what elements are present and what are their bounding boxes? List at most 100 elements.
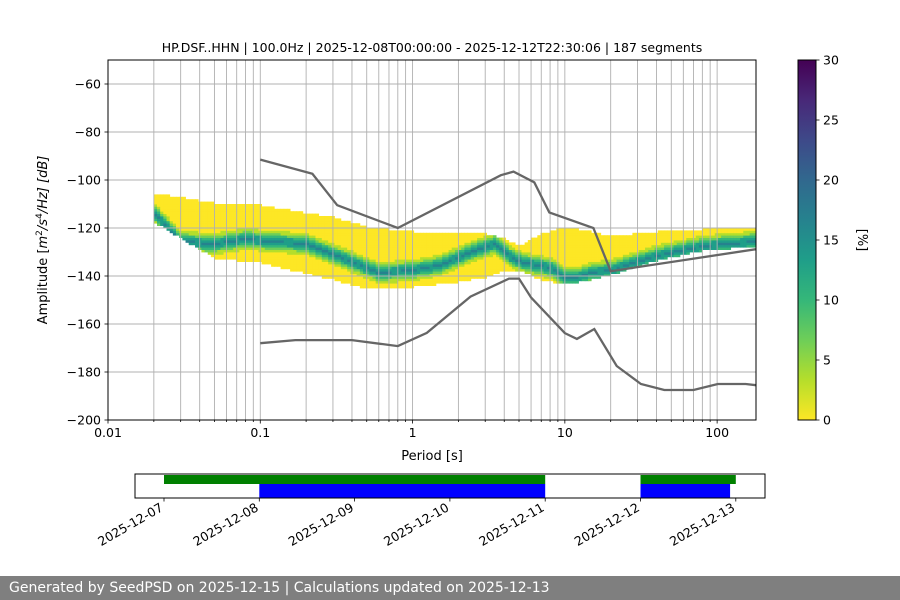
psd-cell — [261, 225, 266, 229]
psd-cell — [299, 249, 304, 253]
psd-cell — [214, 218, 218, 222]
psd-cell — [470, 237, 475, 241]
psd-cell — [407, 283, 411, 286]
psd-cell — [442, 259, 446, 262]
psd-cell — [176, 213, 180, 217]
psd-cell — [416, 264, 421, 267]
psd-cell — [305, 220, 310, 224]
psd-cell — [391, 256, 396, 260]
psd-cell — [172, 213, 177, 217]
psd-cell — [226, 240, 231, 243]
psd-cell — [572, 271, 576, 274]
psd-cell — [575, 235, 579, 238]
psd-cell — [534, 276, 538, 279]
psd-cell — [423, 271, 427, 274]
psd-cell — [185, 206, 190, 210]
psd-cell — [169, 220, 174, 224]
psd-cell — [435, 266, 440, 270]
psd-cell — [182, 223, 186, 226]
psd-cell — [467, 247, 472, 250]
psd-cell — [527, 266, 532, 270]
psd-cell — [169, 225, 174, 229]
psd-cell — [477, 240, 481, 243]
psd-cell — [458, 244, 462, 248]
psd-cell — [344, 230, 348, 234]
psd-cell — [359, 252, 364, 255]
psd-cell — [451, 266, 456, 270]
psd-cell — [464, 247, 468, 250]
psd-cell — [467, 232, 472, 236]
psd-cell — [176, 206, 180, 210]
psd-cell — [204, 247, 209, 250]
psd-cell — [296, 259, 301, 262]
psd-cell — [163, 220, 167, 224]
psd-cell — [226, 228, 231, 231]
psd-cell — [489, 264, 494, 267]
psd-cell — [394, 268, 399, 272]
psd-cell — [499, 256, 503, 260]
psd-cell — [359, 261, 364, 265]
psd-cell — [733, 230, 738, 234]
psd-cell — [610, 259, 614, 262]
psd-cell — [363, 230, 367, 234]
x-tick-label: 1 — [409, 425, 417, 440]
psd-cell — [489, 235, 494, 238]
psd-cell — [359, 276, 364, 279]
psd-cell — [527, 268, 532, 272]
psd-cell — [344, 273, 348, 277]
psd-cell — [521, 249, 526, 253]
psd-cell — [588, 242, 592, 246]
psd-cell — [600, 266, 605, 270]
psd-cell — [515, 247, 519, 250]
psd-cell — [645, 240, 649, 243]
psd-cell — [559, 230, 564, 234]
psd-cell — [388, 278, 392, 282]
psd-cell — [274, 242, 278, 246]
psd-cell — [233, 244, 237, 248]
psd-cell — [559, 278, 564, 282]
psd-cell — [638, 264, 643, 267]
psd-cell — [382, 237, 386, 241]
psd-cell — [746, 232, 751, 236]
psd-cell — [470, 256, 475, 260]
psd-cell — [334, 266, 339, 270]
psd-cell — [248, 256, 253, 260]
psd-cell — [594, 266, 598, 270]
psd-cell — [363, 256, 367, 260]
psd-cell — [435, 268, 440, 272]
psd-cell — [163, 201, 167, 205]
psd-cell — [321, 240, 326, 243]
psd-cell — [324, 261, 329, 265]
psd-cell — [651, 237, 655, 241]
psd-cell — [648, 237, 652, 241]
psd-cell — [626, 249, 630, 253]
psd-cell — [242, 256, 247, 260]
psd-cell — [359, 256, 364, 260]
psd-cell — [432, 271, 437, 274]
psd-cell — [309, 220, 313, 224]
psd-cell — [550, 249, 554, 253]
psd-cell — [233, 223, 237, 226]
psd-cell — [242, 211, 247, 214]
psd-cell — [334, 240, 339, 243]
psd-cell — [201, 249, 205, 253]
psd-cell — [543, 268, 548, 272]
psd-cell — [324, 264, 329, 267]
psd-cell — [638, 256, 643, 260]
psd-cell — [321, 252, 326, 255]
psd-cell — [550, 237, 554, 241]
psd-cell — [407, 235, 411, 238]
psd-cell — [673, 252, 678, 255]
psd-cell — [584, 235, 589, 238]
psd-cell — [486, 237, 491, 241]
psd-cell — [584, 249, 589, 253]
psd-cell — [553, 264, 557, 267]
psd-cell — [559, 228, 564, 231]
psd-cell — [550, 244, 554, 248]
psd-cell — [527, 252, 532, 255]
psd-cell — [182, 218, 186, 222]
psd-cell — [600, 237, 605, 241]
psd-cell — [239, 216, 243, 219]
psd-cell — [261, 254, 266, 258]
psd-cell — [239, 256, 243, 260]
